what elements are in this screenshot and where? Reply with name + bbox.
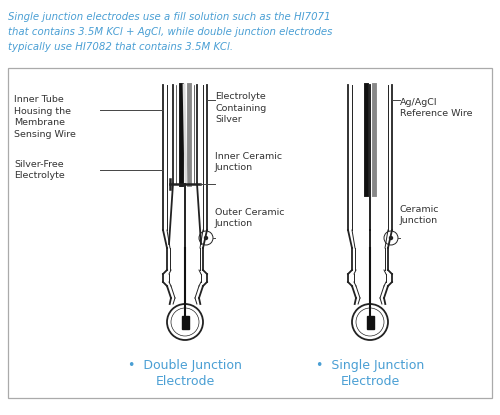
Text: Inner Ceramic
Junction: Inner Ceramic Junction <box>215 152 282 172</box>
Text: Single junction electrodes use a fill solution such as the HI7071: Single junction electrodes use a fill so… <box>8 12 330 22</box>
Text: •  Single Junction: • Single Junction <box>316 359 424 371</box>
Text: Electrolyte
Containing
Silver: Electrolyte Containing Silver <box>215 92 266 124</box>
Circle shape <box>204 237 208 239</box>
Text: •  Double Junction: • Double Junction <box>128 359 242 371</box>
Text: Electrode: Electrode <box>340 374 400 388</box>
Text: Outer Ceramic
Junction: Outer Ceramic Junction <box>215 208 284 228</box>
Text: Ag/AgCl
Reference Wire: Ag/AgCl Reference Wire <box>400 98 472 118</box>
Text: Silver-Free
Electrolyte: Silver-Free Electrolyte <box>14 160 65 180</box>
Bar <box>8 68 492 398</box>
Text: Inner Tube
Housing the
Membrane
Sensing Wire: Inner Tube Housing the Membrane Sensing … <box>14 95 76 139</box>
Bar <box>182 315 188 329</box>
Text: Electrode: Electrode <box>156 374 214 388</box>
Text: typically use HI7082 that contains 3.5M KCl.: typically use HI7082 that contains 3.5M … <box>8 42 233 52</box>
Circle shape <box>390 237 392 239</box>
Bar <box>366 315 374 329</box>
Text: that contains 3.5M KCl + AgCl, while double junction electrodes: that contains 3.5M KCl + AgCl, while dou… <box>8 27 332 37</box>
Text: Ceramic
Junction: Ceramic Junction <box>400 205 440 225</box>
